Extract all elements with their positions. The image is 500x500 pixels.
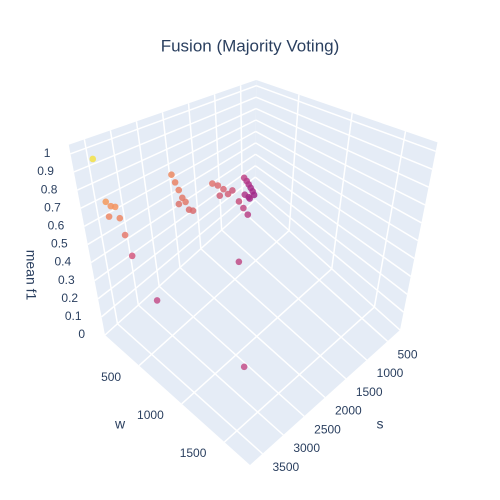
point [216,192,224,199]
grid-line [239,85,244,212]
x-tick-label: 1000 [377,366,404,380]
x-tick-label: 1500 [356,385,383,399]
grid-line [255,153,415,260]
grid-line [254,176,408,295]
y-tick-label: 500 [101,370,121,384]
grid-line [138,230,290,367]
grid-line [135,121,160,287]
grid-line [254,165,412,278]
grid-line [255,96,433,170]
point [209,180,216,187]
z-tick-label: 0.5 [51,237,68,251]
point [245,193,252,201]
grid-line [255,130,422,224]
grid-line [221,229,368,361]
point [105,213,113,220]
x-tick-label: 500 [398,347,418,361]
x-axis-title: s [377,416,384,432]
grid-line [83,130,257,227]
grid-line [331,112,353,269]
grid-line [223,306,375,443]
grid-line [200,248,347,380]
x-tick-label: 3000 [293,441,320,455]
y-tick-label: 1500 [180,446,207,460]
grid-line [77,107,257,191]
grid-line [137,304,284,436]
y-axis-title: w [114,416,126,432]
grid-line [255,119,426,206]
z-tick-label: 0.1 [65,309,82,323]
point [111,203,119,211]
point [214,182,222,189]
grid-line [90,153,256,264]
point [224,190,232,198]
point [168,171,175,179]
point [240,363,248,371]
point [182,198,189,206]
point [128,252,136,260]
z-tick-label: 0.7 [44,200,61,214]
chart-title: Fusion (Majority Voting) [161,36,340,55]
grid-line [94,165,256,282]
point [116,214,124,222]
point [240,204,247,212]
grid-line [241,210,389,342]
point [171,179,179,186]
y-tick-label: 1000 [137,408,164,422]
grid-line [70,85,257,155]
grid-line [255,107,429,188]
grid-line [181,268,333,405]
x-tick-label: 2000 [335,404,362,418]
grid-line [101,187,256,318]
grid-line [87,142,256,246]
grid-line [373,131,407,308]
point [250,191,258,199]
z-tick-label: 0 [78,327,85,341]
grid-line [255,142,419,242]
point [121,231,129,239]
z-axis-title: mean f1 [23,250,39,301]
grid-line [116,323,264,455]
z-tick-label: 0.6 [48,218,65,232]
z-tick-label: 0.4 [55,255,72,269]
z-tick-label: 0.9 [37,164,54,178]
grid-line [158,285,305,417]
point [235,198,243,205]
grid-line [254,187,405,313]
grid-line [73,96,257,173]
point [229,187,236,194]
grid-line [254,199,401,331]
point [102,198,110,206]
grid-line [288,94,300,231]
point [244,211,252,218]
grid-line [187,103,202,249]
point [89,155,97,163]
grid-line [104,199,256,336]
x-tick-label: 2500 [314,422,341,436]
grid-line [109,130,140,306]
point [175,186,183,194]
grid-line [97,176,256,300]
point [235,258,243,266]
grid-line [255,85,436,153]
grid-line [213,94,223,231]
point [220,185,227,193]
z-tick-label: 0.2 [61,291,78,305]
x-tick-label: 3500 [273,460,300,474]
z-tick-label: 0.3 [58,273,75,287]
point [153,297,161,304]
z-tick-label: 1 [44,146,51,160]
point [189,207,197,215]
grid-line [80,119,257,209]
point [175,200,183,208]
grid-line [161,112,181,268]
grid-line [179,266,326,399]
grid-line [83,139,119,324]
z-tick-label: 0.8 [41,182,58,196]
